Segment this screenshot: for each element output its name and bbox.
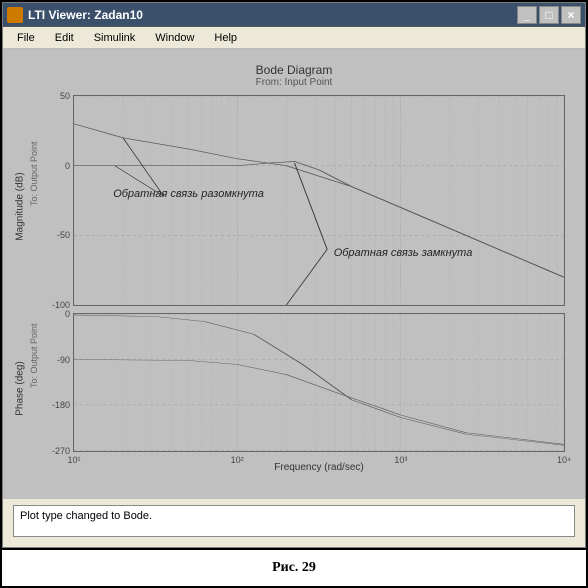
window-buttons: _ □ ×	[517, 6, 581, 24]
chart-subtitle: From: Input Point	[13, 77, 575, 92]
phase-plot	[74, 314, 564, 450]
menu-edit[interactable]: Edit	[45, 29, 84, 47]
maximize-button[interactable]: □	[539, 6, 559, 24]
app-icon	[7, 7, 23, 23]
window-title: LTI Viewer: Zadan10	[28, 8, 517, 22]
phase-ytick: 0	[44, 309, 70, 319]
xtick: 10⁴	[557, 455, 571, 465]
close-button[interactable]: ×	[561, 6, 581, 24]
mag-ytick: 50	[44, 91, 70, 101]
menubar: File Edit Simulink Window Help	[3, 27, 585, 49]
xlabel: Frequency (rad/sec)	[74, 462, 564, 473]
axes-container: Magnitude (dB) To: Output Point Обратная…	[73, 95, 565, 459]
closed-loop-label: Обратная связь замкнута	[334, 247, 473, 259]
open-loop-label: Обратная связь разомкнута	[113, 188, 264, 200]
plot-panel: Bode Diagram From: Input Point Magnitude…	[13, 59, 575, 489]
status-text: Plot type changed to Bode.	[20, 510, 152, 522]
phase-ytick: -180	[44, 400, 70, 410]
menu-simulink[interactable]: Simulink	[84, 29, 146, 47]
magnitude-axes[interactable]: Magnitude (dB) To: Output Point Обратная…	[73, 95, 565, 306]
phase-axes[interactable]: Phase (deg) To: Output Point Frequency (…	[73, 313, 565, 451]
chart-title: Bode Diagram	[13, 59, 575, 77]
magnitude-plot	[74, 96, 564, 305]
phase-ytick: -90	[44, 355, 70, 365]
minimize-button[interactable]: _	[517, 6, 537, 24]
titlebar: LTI Viewer: Zadan10 _ □ ×	[3, 3, 585, 27]
phase-ytick: -270	[44, 446, 70, 456]
figure-caption: Рис. 29	[2, 548, 586, 586]
mag-ysublabel: To: Output Point	[29, 109, 39, 174]
app-window: LTI Viewer: Zadan10 _ □ × File Edit Simu…	[2, 2, 586, 548]
plot-area: Bode Diagram From: Input Point Magnitude…	[3, 49, 585, 499]
mag-ytick: 0	[44, 161, 70, 171]
xtick: 10²	[231, 455, 244, 465]
status-bar: Plot type changed to Bode.	[13, 505, 575, 537]
menu-file[interactable]: File	[7, 29, 45, 47]
xtick: 10³	[394, 455, 407, 465]
figure-frame: LTI Viewer: Zadan10 _ □ × File Edit Simu…	[0, 0, 588, 588]
xtick: 10¹	[67, 455, 80, 465]
mag-ytick: -50	[44, 230, 70, 240]
menu-help[interactable]: Help	[204, 29, 247, 47]
phase-ysublabel: To: Output Point	[29, 291, 39, 356]
menu-window[interactable]: Window	[145, 29, 204, 47]
